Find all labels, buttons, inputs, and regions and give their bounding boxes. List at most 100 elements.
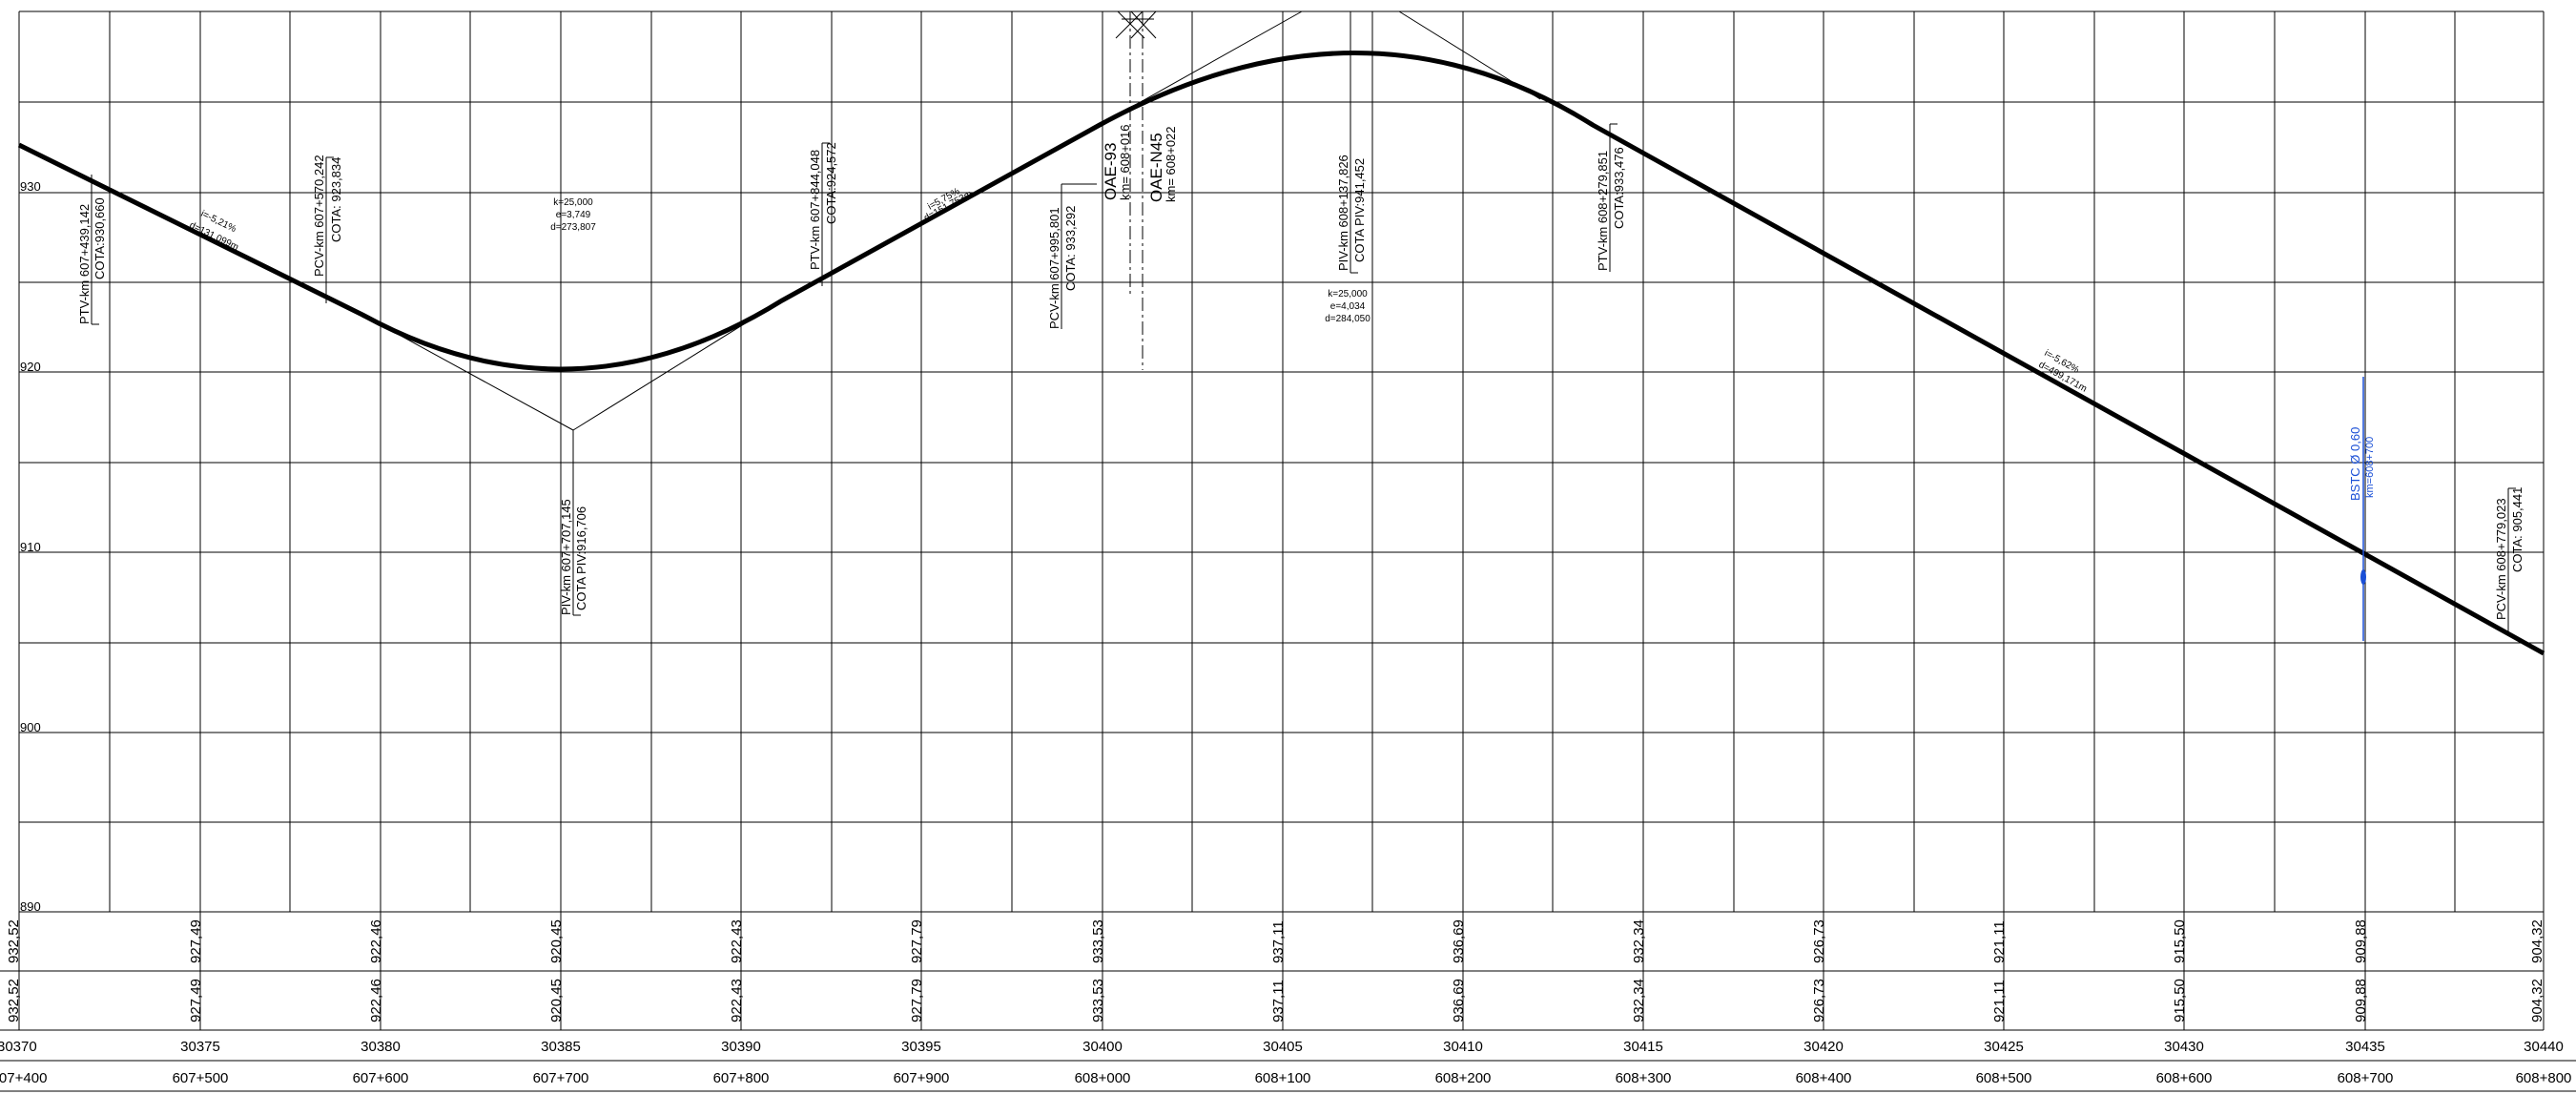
station-label: 30410 (1443, 1039, 1483, 1055)
station-label: 30425 (1984, 1039, 2024, 1055)
culvert-annotation: BSTC Ø 0,60 km=608+700 (2348, 377, 2376, 641)
point-annotation: PIV-km 607+707,145 COTA PIV:916,706 (559, 430, 588, 616)
terrain-elevation: 909,88 (2353, 919, 2369, 963)
design-elevation: 932,34 (1631, 979, 1647, 1022)
km-label: 607+800 (713, 1070, 770, 1086)
point-label: COTA: 933,292 (1063, 206, 1078, 291)
curve-d: d=284,050 (1325, 314, 1370, 324)
structure-name: OAE-93 (1102, 143, 1120, 200)
design-elevation: 927,79 (909, 979, 925, 1022)
grade-annotation: i=5,75% d=151,753m (922, 186, 974, 223)
km-label: 608+600 (2156, 1070, 2213, 1086)
design-elevation: 921,11 (1991, 980, 2008, 1022)
terrain-elevation: 936,69 (1451, 919, 1467, 963)
km-label: 608+300 (1616, 1070, 1672, 1086)
km-label: 607+700 (533, 1070, 589, 1086)
station-label: 30430 (2164, 1039, 2204, 1055)
terrain-elevation: 927,49 (188, 919, 204, 963)
structure-name: OAE-N45 (1147, 133, 1165, 202)
km-label: 607+600 (353, 1070, 409, 1086)
design-elevation: 922,43 (729, 979, 745, 1022)
y-axis-label: 900 (20, 720, 41, 734)
point-annotation: PCV-km 608+779,023 COTA: 905,441 (2494, 487, 2524, 632)
point-annotation: PTV-km 607+844,048 COTA:924,572 (808, 142, 838, 286)
km-label: 608+800 (2516, 1070, 2572, 1086)
km-label: 607+500 (173, 1070, 229, 1086)
profile-grade-line (17, 51, 2545, 656)
design-elevation: 927,49 (188, 979, 204, 1022)
km-label: 608+400 (1796, 1070, 1852, 1086)
point-label: PTV-km 607+844,048 (808, 150, 822, 270)
design-elevation: 926,73 (1811, 979, 1827, 1022)
point-label: PTV-km 607+439,142 (77, 204, 92, 324)
station-row: 30370 30375 30380 30385 30390 30395 3040… (0, 1039, 2564, 1055)
curve-e: e=4,034 (1330, 301, 1366, 312)
terrain-elevation-row: 932,52 927,49 922,46 920,45 922,43 927,7… (6, 919, 2545, 963)
km-label: 608+700 (2338, 1070, 2394, 1086)
station-label: 30385 (541, 1039, 581, 1055)
terrain-elevation: 937,11 (1270, 920, 1287, 963)
design-elevation: 915,50 (2172, 979, 2188, 1022)
design-elevation: 936,69 (1451, 979, 1467, 1022)
y-axis-labels: 930 920 910 900 890 (20, 179, 41, 914)
curve-annotation: k=25,000 e=4,034 d=284,050 (1325, 289, 1370, 324)
design-elevation: 909,88 (2353, 979, 2369, 1022)
point-label: COTA:930,660 (93, 197, 107, 279)
point-annotation: PCV-km 607+570,242 COTA: 923,834 (312, 155, 343, 303)
design-elevation: 920,45 (548, 979, 565, 1022)
station-label: 30395 (901, 1039, 941, 1055)
point-label: COTA: 905,441 (2510, 487, 2524, 572)
point-label: PCV-km 607+570,242 (312, 155, 326, 277)
point-annotation: PIV-km 608+137,826 COTA PIV:941,452 (1336, 11, 1367, 274)
terrain-elevation: 920,45 (548, 919, 565, 963)
point-label: PCV-km 607+995,801 (1047, 207, 1061, 329)
point-label: PIV-km 608+137,826 (1336, 155, 1350, 271)
design-elevation: 937,11 (1270, 980, 1287, 1022)
terrain-elevation: 922,46 (368, 919, 384, 963)
station-label: 30400 (1082, 1039, 1123, 1055)
curve-annotation: k=25,000 e=3,749 d=273,807 (550, 197, 596, 233)
km-label: 607+900 (894, 1070, 950, 1086)
curve-d: d=273,807 (550, 222, 596, 233)
km-label: 608+200 (1435, 1070, 1492, 1086)
y-axis-label: 910 (20, 540, 41, 554)
terrain-elevation: 932,34 (1631, 919, 1647, 963)
bridge-structures: OAE-93 km= 608+016 OAE-N45 km= 608+022 (1102, 10, 1178, 370)
station-label: 30390 (721, 1039, 761, 1055)
culvert-km: km=608+700 (2364, 437, 2376, 498)
km-row: 607+400 607+500 607+600 607+700 607+800 … (0, 1070, 2571, 1086)
profile-grid (0, 10, 2576, 1092)
y-axis-label: 920 (20, 360, 41, 374)
km-label: 608+100 (1255, 1070, 1311, 1086)
structure-km: km= 608+016 (1118, 124, 1132, 200)
terrain-elevation: 921,11 (1991, 920, 2008, 963)
design-elevation: 904,32 (2529, 979, 2545, 1022)
station-label: 30370 (0, 1039, 37, 1055)
km-label: 608+000 (1075, 1070, 1131, 1086)
point-annotation: PTV-km 607+439,142 COTA:930,660 (77, 175, 107, 325)
point-annotation: PCV-km 607+995,801 COTA: 933,292 (1047, 183, 1097, 329)
station-label: 30415 (1623, 1039, 1663, 1055)
point-label: PCV-km 608+779,023 (2494, 498, 2508, 620)
terrain-elevation: 927,79 (909, 919, 925, 963)
y-axis-label: 930 (20, 179, 41, 194)
point-label: COTA: 923,834 (329, 157, 343, 242)
culvert-icon (2360, 569, 2366, 585)
point-label: COTA:924,572 (824, 142, 838, 224)
point-label: COTA:933,476 (1612, 147, 1626, 229)
design-elevation-row: 932,52 927,49 922,46 920,45 922,43 927,7… (6, 979, 2545, 1022)
km-label: 607+400 (0, 1070, 47, 1086)
design-elevation: 933,53 (1090, 979, 1106, 1022)
terrain-elevation: 915,50 (2172, 919, 2188, 963)
terrain-elevation: 926,73 (1811, 919, 1827, 963)
station-label: 30420 (1803, 1039, 1844, 1055)
grade-annotation: i=-5,21% d=131,099m (188, 209, 240, 253)
station-label: 30440 (2524, 1039, 2564, 1055)
curve-e: e=3,749 (556, 210, 591, 220)
point-label: PIV-km 607+707,145 (559, 499, 573, 615)
point-annotation: PTV-km 608+279,851 COTA:933,476 (1596, 123, 1626, 272)
culvert-name: BSTC Ø 0,60 (2348, 427, 2362, 501)
terrain-elevation: 922,43 (729, 919, 745, 963)
